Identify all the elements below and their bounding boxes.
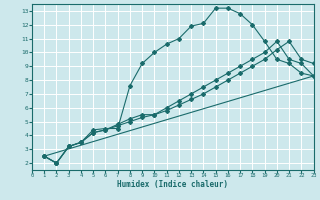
- X-axis label: Humidex (Indice chaleur): Humidex (Indice chaleur): [117, 180, 228, 189]
